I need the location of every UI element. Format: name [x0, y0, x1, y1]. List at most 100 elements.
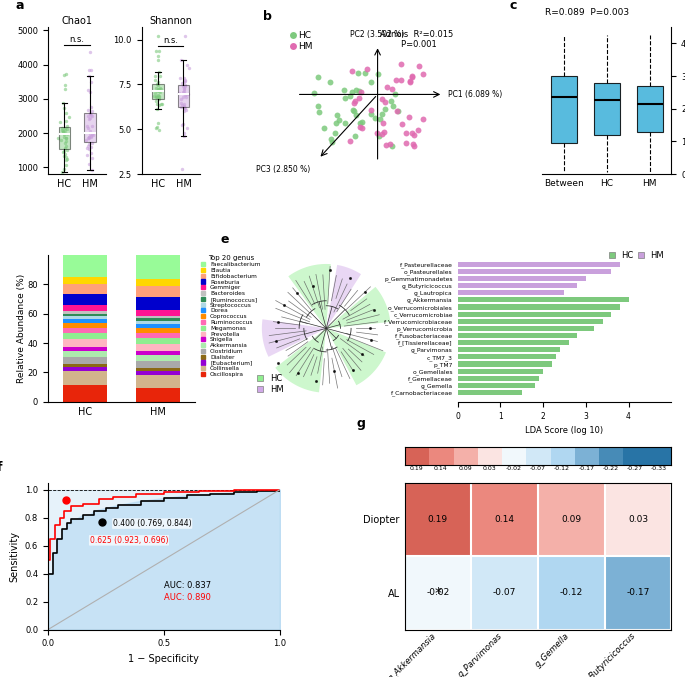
Point — [84, 139, 95, 150]
Text: 0.19: 0.19 — [428, 515, 448, 524]
Point — [345, 91, 356, 102]
Bar — [62, 357, 107, 364]
Point — [55, 135, 66, 146]
Point — [83, 123, 94, 133]
Text: AUC: 0.837: AUC: 0.837 — [164, 581, 211, 590]
Point — [57, 123, 68, 133]
Point — [386, 95, 397, 106]
Point — [86, 132, 97, 143]
Polygon shape — [326, 328, 386, 385]
Point — [152, 79, 163, 89]
Point — [86, 121, 97, 131]
Point — [84, 70, 95, 81]
Point — [180, 81, 191, 91]
Point — [87, 130, 98, 141]
Point — [82, 141, 93, 152]
Point — [59, 148, 70, 159]
Bar — [458, 297, 629, 303]
Point — [64, 112, 75, 123]
Text: b: b — [262, 9, 271, 23]
Bar — [136, 355, 180, 361]
Bar — [136, 255, 180, 279]
Point — [84, 131, 95, 142]
Point — [175, 73, 186, 84]
Point — [82, 84, 93, 95]
Point — [408, 138, 419, 149]
Point — [84, 108, 95, 119]
Text: Adnois  R²=0.015: Adnois R²=0.015 — [379, 30, 453, 39]
Bar — [458, 347, 560, 352]
Point — [153, 85, 164, 95]
X-axis label: 1 − Specificity: 1 − Specificity — [129, 654, 199, 664]
Point — [82, 150, 92, 160]
Text: PC3 (2.850 %): PC3 (2.850 %) — [256, 165, 310, 174]
Point — [152, 85, 163, 95]
Point — [395, 59, 406, 70]
Point — [61, 152, 72, 162]
Point — [84, 114, 95, 125]
Point — [356, 86, 366, 97]
Bar — [458, 283, 577, 288]
Bar — [62, 339, 107, 347]
X-axis label: LDA Score (log 10): LDA Score (log 10) — [525, 426, 603, 435]
Text: a: a — [16, 0, 24, 12]
Bar — [62, 385, 107, 402]
Point — [405, 75, 416, 86]
Point — [366, 104, 377, 115]
Text: g: g — [357, 417, 365, 430]
Point — [176, 78, 187, 89]
Point — [173, 88, 184, 99]
Bar — [62, 371, 107, 385]
Point — [309, 88, 320, 99]
Point — [348, 97, 359, 108]
Y-axis label: Sensitivity: Sensitivity — [10, 531, 19, 582]
Point — [362, 64, 373, 74]
Point — [350, 110, 361, 121]
Bar — [458, 354, 556, 359]
Point — [179, 127, 190, 138]
Bar — [136, 375, 180, 388]
Bar — [62, 316, 107, 320]
Point — [153, 85, 164, 96]
Point — [312, 101, 323, 112]
Point — [154, 125, 165, 135]
Legend: HC, HM: HC, HM — [254, 370, 287, 397]
Point — [176, 55, 187, 66]
Point — [178, 101, 189, 112]
Point — [151, 104, 162, 114]
Text: R=0.089  P=0.003: R=0.089 P=0.003 — [545, 8, 629, 18]
Text: -0.07: -0.07 — [493, 588, 516, 597]
Point — [372, 127, 383, 138]
Bar — [136, 279, 180, 286]
Point — [60, 133, 71, 144]
Polygon shape — [288, 264, 331, 328]
Bar — [62, 311, 107, 313]
Point — [357, 123, 368, 133]
Bar — [62, 364, 107, 367]
Point — [151, 91, 162, 102]
Point — [340, 93, 351, 104]
Point — [386, 83, 397, 94]
PathPatch shape — [637, 85, 662, 131]
Bar — [62, 328, 107, 333]
Point — [60, 84, 71, 95]
Text: PC2 (3.502 %): PC2 (3.502 %) — [351, 30, 405, 39]
Point — [395, 74, 406, 85]
Point — [155, 83, 166, 94]
Point — [153, 83, 164, 94]
Bar — [62, 351, 107, 357]
Point — [334, 115, 345, 126]
Bar — [458, 305, 620, 309]
Point — [178, 85, 189, 96]
Text: P=0.001: P=0.001 — [379, 41, 436, 49]
Point — [177, 118, 188, 129]
Point — [178, 102, 189, 113]
Point — [403, 111, 414, 122]
Polygon shape — [275, 328, 326, 392]
Point — [348, 106, 359, 116]
Point — [386, 141, 397, 152]
Point — [58, 163, 69, 174]
Point — [180, 89, 191, 100]
Point — [85, 129, 96, 139]
Text: 0.625 (0.923, 0.696): 0.625 (0.923, 0.696) — [90, 536, 169, 545]
